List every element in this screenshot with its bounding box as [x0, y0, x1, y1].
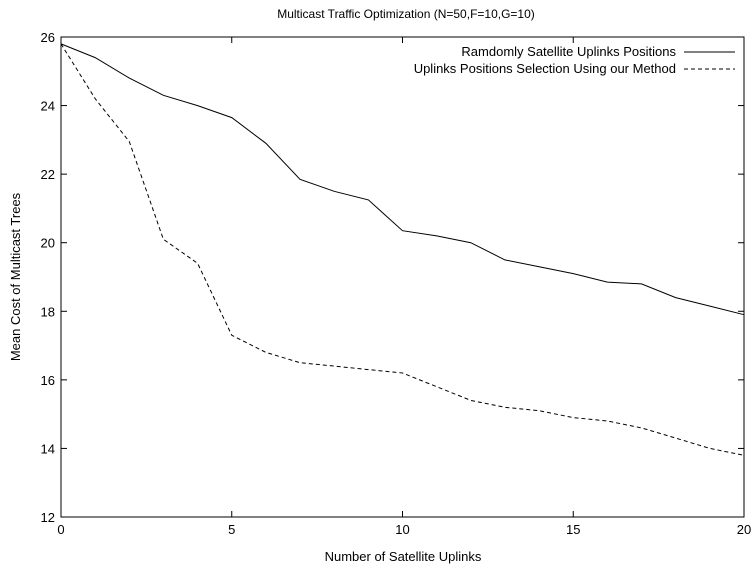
- chart-title: Multicast Traffic Optimization (N=50,F=1…: [277, 7, 535, 21]
- x-tick-label: 5: [228, 522, 235, 537]
- y-axis-label: Mean Cost of Multicast Trees: [8, 192, 23, 361]
- x-tick-label: 10: [395, 522, 409, 537]
- y-tick-label: 16: [41, 373, 55, 388]
- series-group: [60, 43, 745, 456]
- x-tick-label: 15: [566, 522, 580, 537]
- x-tick-label: 0: [57, 522, 64, 537]
- series-line-random: [60, 43, 745, 316]
- plot-frame: [60, 36, 745, 518]
- x-tick-label: 20: [737, 522, 751, 537]
- y-tick-label: 22: [41, 167, 55, 182]
- y-tick-label: 20: [41, 236, 55, 251]
- x-axis: 0 5 10 15 20: [57, 37, 751, 537]
- y-tick-label: 12: [41, 510, 55, 525]
- legend-label-method: Uplinks Positions Selection Using our Me…: [414, 61, 676, 76]
- x-axis-label: Number of Satellite Uplinks: [325, 549, 482, 564]
- y-tick-label: 24: [41, 99, 55, 114]
- y-axis: 12 14 16 18 20 22 24 26: [41, 30, 744, 525]
- y-tick-label: 26: [41, 30, 55, 45]
- series-line-method: [60, 43, 745, 456]
- y-tick-label: 18: [41, 304, 55, 319]
- y-tick-label: 14: [41, 441, 55, 456]
- legend: Ramdomly Satellite Uplinks Positions Upl…: [414, 44, 735, 76]
- legend-label-random: Ramdomly Satellite Uplinks Positions: [461, 44, 676, 59]
